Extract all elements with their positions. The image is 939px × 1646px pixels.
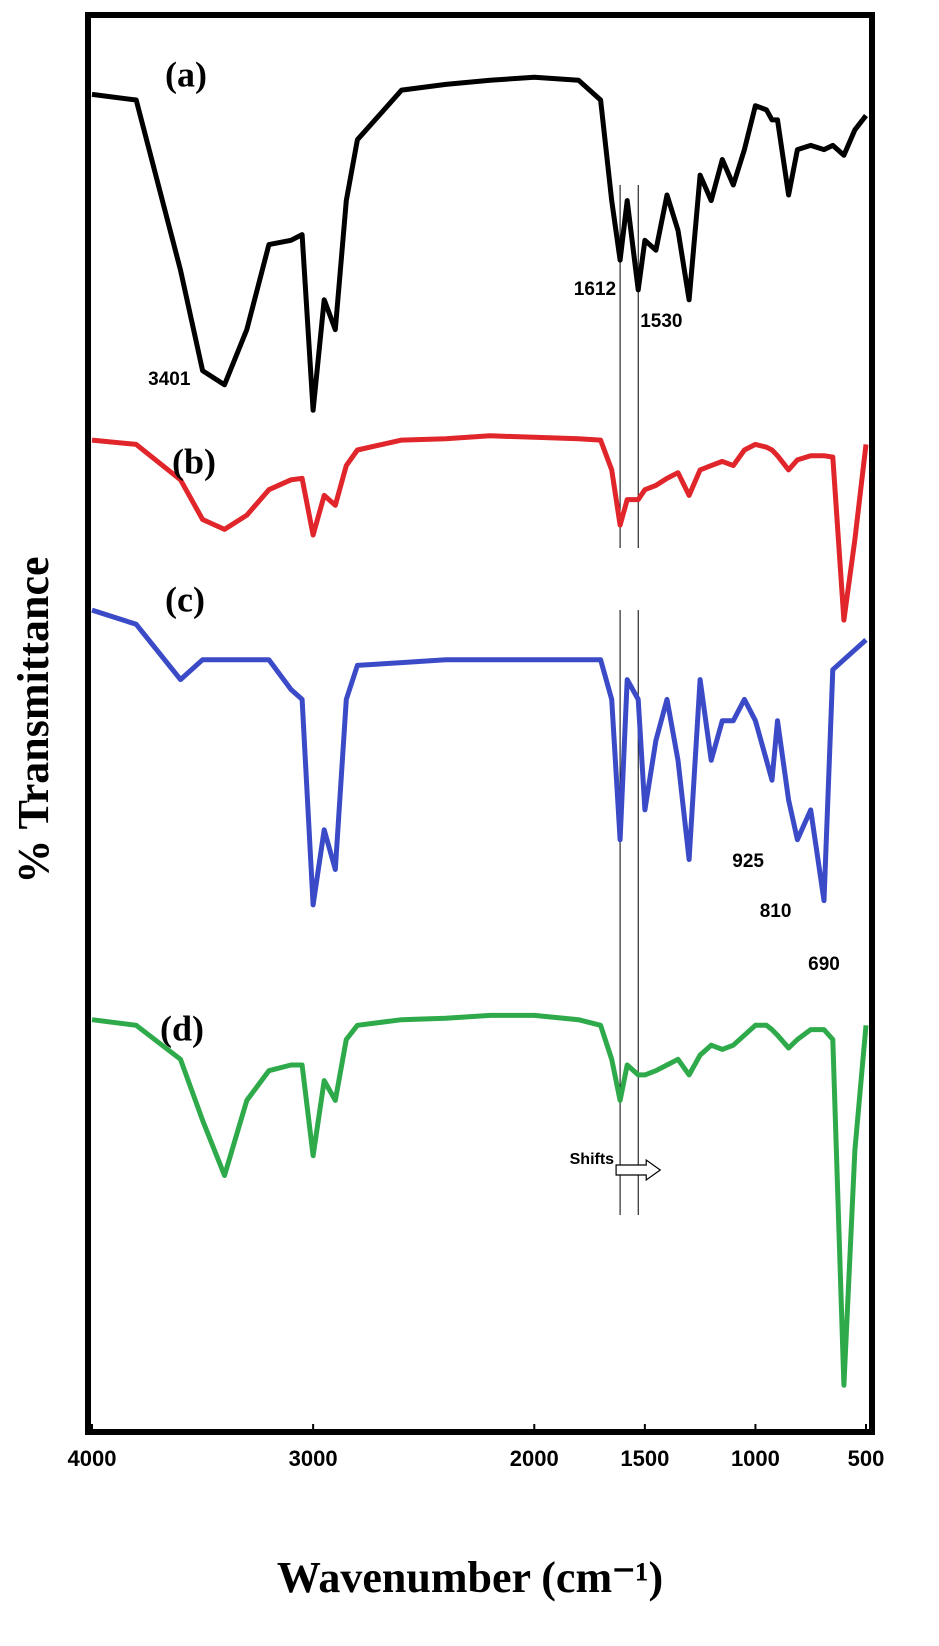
spectrum-line <box>91 433 869 623</box>
peak-label: 1530 <box>640 311 682 332</box>
y-axis-label: % Transmittance <box>9 556 58 883</box>
x-axis-label: Wavenumber (cm⁻¹) <box>277 1553 663 1602</box>
plot-frame <box>85 12 875 1435</box>
spectrum-line <box>91 607 868 908</box>
peak-label: 3401 <box>148 369 191 390</box>
series-label: (a) <box>165 54 207 94</box>
x-tick-label: 1500 <box>620 1446 669 1471</box>
x-tick-label: 4000 <box>68 1446 117 1471</box>
peak-label: 810 <box>760 901 792 922</box>
spectrum-line <box>91 1012 869 1388</box>
peak-label: 690 <box>808 954 840 975</box>
peak-label: 925 <box>732 851 764 872</box>
peak-label: 1612 <box>574 279 616 300</box>
series-label: (d) <box>160 1008 204 1048</box>
x-tick-label: 3000 <box>289 1446 338 1471</box>
x-tick-label: 2000 <box>510 1446 559 1471</box>
series-label: (b) <box>172 441 216 481</box>
shift-arrow <box>615 1158 662 1182</box>
annotation: Shifts <box>570 1151 615 1168</box>
spectrum-line <box>91 74 868 413</box>
x-tick-label: 1000 <box>731 1446 780 1471</box>
series-label: (c) <box>165 579 205 619</box>
x-tick-label: 500 <box>848 1446 885 1471</box>
